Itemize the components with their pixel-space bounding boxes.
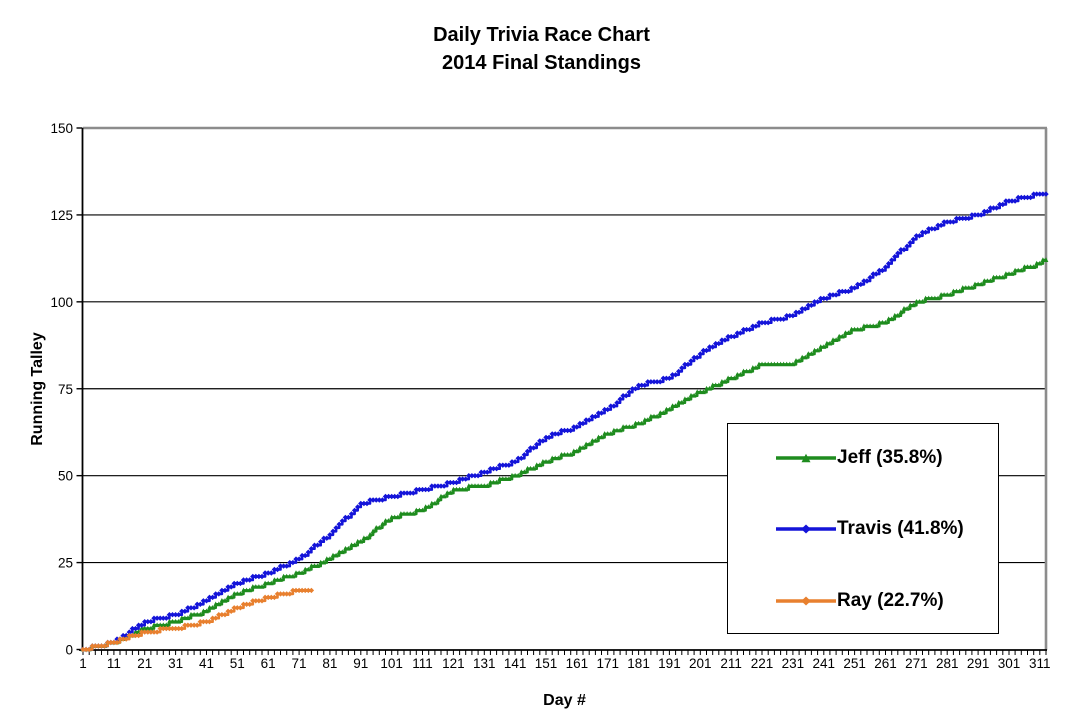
legend-diamond-icon [801, 596, 811, 606]
legend-swatch [776, 596, 836, 606]
x-tick-label-211: 211 [720, 656, 742, 671]
x-tick-label-121: 121 [442, 656, 465, 671]
y-tick-label-0: 0 [65, 643, 73, 658]
x-tick-label-151: 151 [535, 656, 558, 671]
x-tick-label-201: 201 [689, 656, 712, 671]
x-tick-label-301: 301 [998, 656, 1021, 671]
x-tick-label-291: 291 [967, 656, 990, 671]
legend-label: Travis (41.8%) [837, 518, 964, 539]
legend-swatch [776, 453, 836, 463]
chart-legend: Jeff (35.8%) Travis (41.8%) Ray (22.7%) [727, 423, 999, 634]
x-tick-label-31: 31 [168, 656, 183, 671]
x-tick-label-91: 91 [353, 656, 368, 671]
chart-title-line1: Daily Trivia Race Chart [433, 24, 650, 46]
x-tick-label-251: 251 [843, 656, 866, 671]
x-tick-label-221: 221 [751, 656, 774, 671]
chart-title: Daily Trivia Race Chart 2014 Final Stand… [0, 21, 1083, 77]
x-tick-label-61: 61 [261, 656, 276, 671]
legend-label: Jeff (35.8%) [837, 447, 943, 468]
y-tick-label-125: 125 [50, 208, 73, 223]
x-axis-title: Day # [543, 692, 586, 709]
legend-diamond-icon [801, 524, 811, 534]
x-tick-label-101: 101 [380, 656, 403, 671]
x-tick-label-171: 171 [596, 656, 619, 671]
x-tick-label-161: 161 [566, 656, 589, 671]
legend-entry-jeff: Jeff (35.8%) [775, 444, 943, 472]
x-tick-label-271: 271 [905, 656, 928, 671]
legend-entry-travis: Travis (41.8%) [775, 515, 964, 543]
legend-entry-ray: Ray (22.7%) [775, 587, 944, 615]
y-tick-label-100: 100 [50, 295, 73, 310]
x-tick-label-311: 311 [1029, 656, 1051, 671]
y-tick-label-150: 150 [50, 121, 73, 136]
x-tick-label-181: 181 [627, 656, 650, 671]
x-tick-label-141: 141 [504, 656, 527, 671]
y-axis-title: Running Talley [29, 332, 46, 446]
legend-triangle-icon [801, 453, 811, 463]
x-tick-label-11: 11 [107, 656, 121, 671]
chart-title-line2: 2014 Final Standings [442, 52, 641, 74]
x-tick-label-41: 41 [199, 656, 214, 671]
series-markers-1 [80, 191, 1049, 653]
x-tick-label-81: 81 [322, 656, 337, 671]
y-tick-label-25: 25 [58, 556, 73, 571]
x-minor-ticks [82, 650, 1047, 655]
y-tick-label-50: 50 [58, 469, 73, 484]
x-tick-label-111: 111 [412, 656, 433, 671]
legend-label: Ray (22.7%) [837, 590, 944, 611]
x-tick-label-241: 241 [813, 656, 836, 671]
legend-swatch [776, 524, 836, 534]
x-tick-label-191: 191 [658, 656, 681, 671]
y-tick-label-75: 75 [58, 382, 73, 397]
x-tick-label-51: 51 [230, 656, 245, 671]
series-markers-0 [80, 257, 1049, 652]
x-tick-label-261: 261 [874, 656, 897, 671]
series-markers-2 [80, 587, 315, 653]
x-tick-label-1: 1 [79, 656, 87, 671]
x-tick-label-281: 281 [936, 656, 959, 671]
x-tick-label-231: 231 [782, 656, 805, 671]
x-tick-label-131: 131 [473, 656, 496, 671]
x-tick-label-21: 21 [137, 656, 152, 671]
x-tick-label-71: 71 [292, 656, 307, 671]
